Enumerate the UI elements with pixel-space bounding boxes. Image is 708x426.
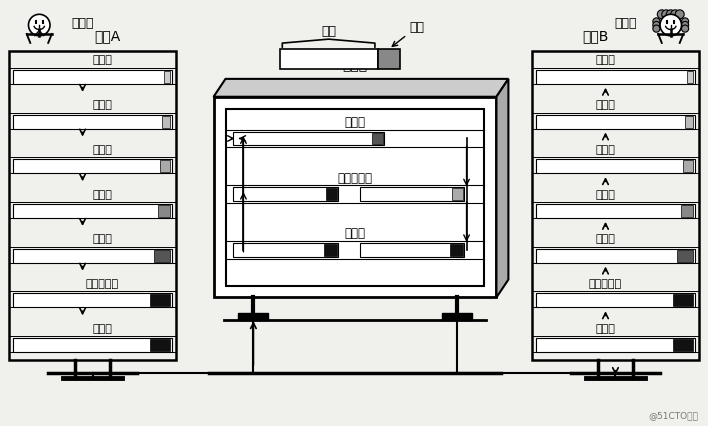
Text: 表示层: 表示层 [595,100,615,110]
Circle shape [682,26,689,33]
Text: 数据: 数据 [321,25,336,38]
Text: 数据链路层: 数据链路层 [589,278,622,288]
Bar [9,52,176,360]
Bar [214,98,496,298]
Bar [13,71,172,85]
Bar [677,250,692,262]
Text: 首部: 首部 [392,21,425,47]
Bar [378,50,400,70]
Bar [158,206,170,217]
Bar [234,188,338,201]
Circle shape [670,11,680,20]
Bar [536,71,695,85]
Bar [442,314,472,320]
Bar [161,116,170,128]
Circle shape [662,11,670,20]
Bar [673,340,692,351]
Polygon shape [496,80,508,298]
Bar [683,161,692,173]
Bar [164,72,170,83]
Polygon shape [214,80,508,98]
Text: 数据链路层: 数据链路层 [338,171,372,184]
Circle shape [682,23,689,29]
Text: 会话层: 会话层 [93,144,113,155]
Text: 会话层: 会话层 [595,144,615,155]
Bar [685,116,692,128]
Bar [150,340,170,351]
Text: 主机A: 主机A [94,29,120,43]
Circle shape [675,11,684,20]
Text: 接收端: 接收端 [615,17,637,30]
Bar [536,115,695,129]
Bar [13,160,172,174]
Bar [226,109,484,286]
Bar [536,338,695,352]
Bar [360,243,464,257]
Bar [450,244,463,256]
Bar [280,50,378,70]
Bar [536,160,695,174]
Circle shape [653,23,660,29]
Bar [536,204,695,219]
Bar [326,189,337,201]
Bar [536,294,695,308]
Bar [160,161,170,173]
Text: 传输层: 传输层 [93,189,113,199]
Bar [680,206,692,217]
Circle shape [682,19,689,26]
Text: 物理层: 物理层 [93,323,113,333]
Circle shape [657,11,666,20]
Bar [452,189,463,201]
Bar [673,295,692,307]
Bar [324,244,337,256]
Circle shape [28,15,50,37]
Bar [13,115,172,129]
Text: 数据链路层: 数据链路层 [86,278,119,288]
Text: 物理层: 物理层 [595,323,615,333]
Bar [360,188,464,201]
Text: 网络层: 网络层 [93,234,113,244]
Text: 路由器: 路由器 [343,58,367,72]
Bar [536,249,695,263]
Bar [372,133,383,145]
Circle shape [660,15,682,37]
Bar [150,295,170,307]
Bar [13,204,172,219]
Text: 发送端: 发送端 [71,17,93,30]
Text: 网络层: 网络层 [345,116,365,129]
Text: @51CTO博客: @51CTO博客 [649,410,699,419]
Circle shape [653,26,660,33]
Text: 传输层: 传输层 [595,189,615,199]
Bar [13,249,172,263]
Bar [13,338,172,352]
Circle shape [653,19,660,26]
Text: 主机B: 主机B [583,29,609,43]
Bar [532,52,699,360]
Bar [239,314,268,320]
Bar [154,250,170,262]
Bar [234,243,338,257]
Bar [13,294,172,308]
Bar [687,72,692,83]
Text: 应用层: 应用层 [595,55,615,65]
Text: 表示层: 表示层 [93,100,113,110]
Text: 应用层: 应用层 [93,55,113,65]
Text: 物理层: 物理层 [345,227,365,240]
Circle shape [666,11,675,20]
Bar [234,132,384,146]
Text: 网络层: 网络层 [595,234,615,244]
